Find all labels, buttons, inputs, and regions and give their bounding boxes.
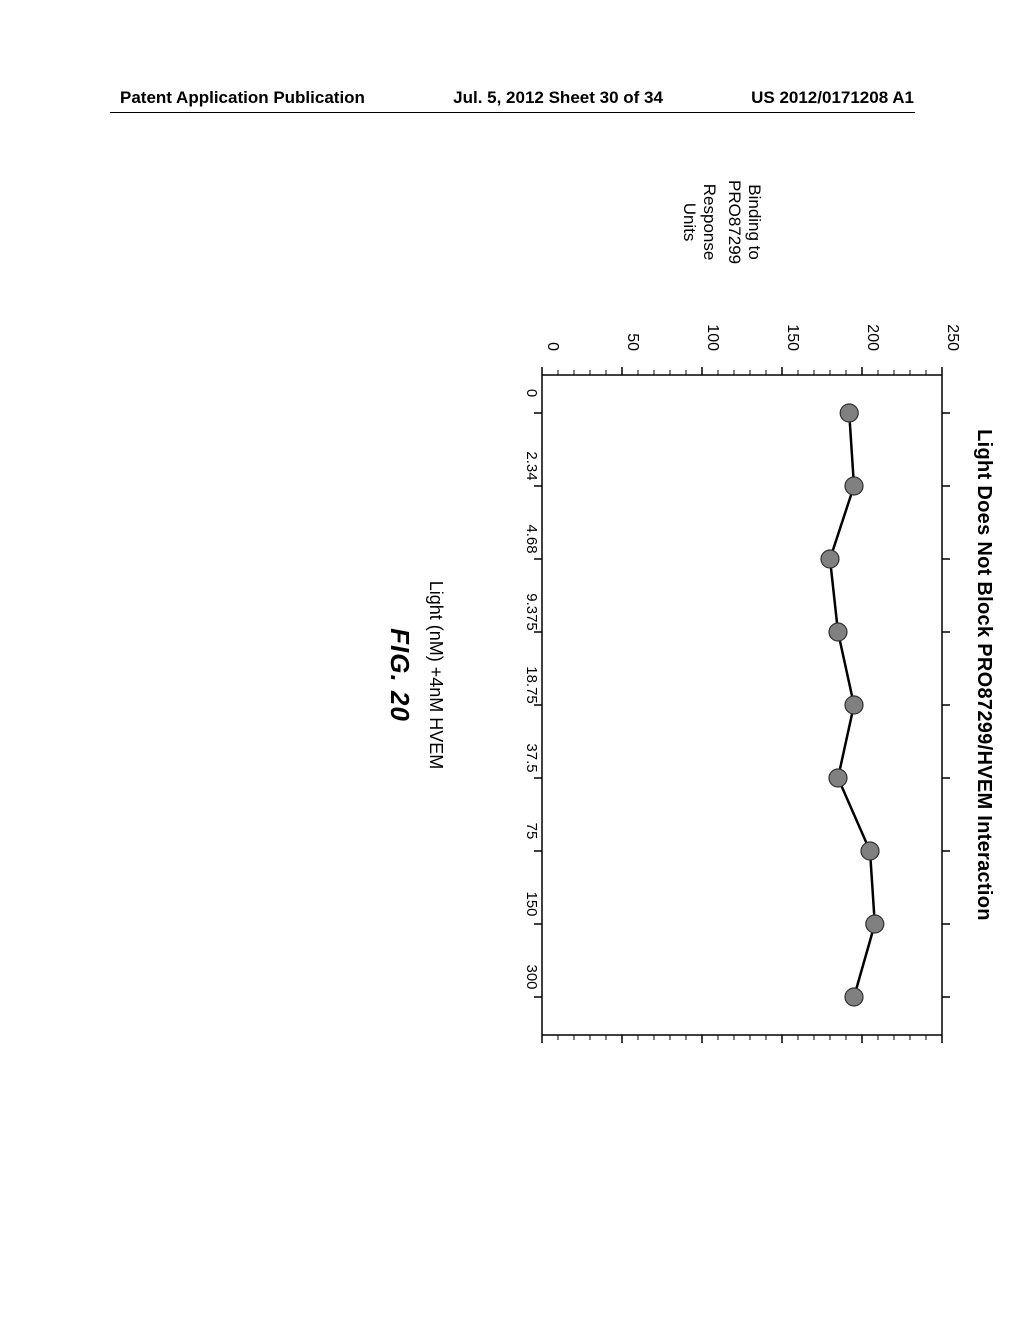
chart-area: Binding to PRO87299 Response Units 05010… <box>492 295 952 1055</box>
y-tick-label: 50 <box>623 313 641 351</box>
figure-container: Light Does Not Block PRO87299/HVEM Inter… <box>5 295 995 1055</box>
x-tick-label: 18.75 <box>523 666 540 704</box>
header-rule <box>110 112 915 113</box>
y-label-line2: PRO87299 <box>725 180 745 264</box>
figure-label: FIG. 20 <box>384 295 415 1055</box>
header-center: Jul. 5, 2012 Sheet 30 of 34 <box>453 88 663 108</box>
y-label-line3: Response <box>699 180 719 264</box>
y-tick-label: 100 <box>703 313 721 351</box>
y-axis-label: Binding to PRO87299 Response Units <box>680 180 764 264</box>
x-tick-label: 37.5 <box>523 743 540 772</box>
x-tick-label: 4.68 <box>523 524 540 553</box>
y-tick-label: 150 <box>783 313 801 351</box>
x-tick-label: 300 <box>523 964 540 989</box>
header-right: US 2012/0171208 A1 <box>751 88 914 108</box>
x-tick-label: 0 <box>523 389 540 397</box>
x-ticks: 0 2.34 4.68 9.375 18.75 37.5 75 150 300 <box>520 355 540 1015</box>
chart-plot <box>532 355 952 1055</box>
y-label-line4: Units <box>680 180 700 264</box>
y-tick-label: 250 <box>943 313 961 351</box>
x-tick-label: 9.375 <box>523 593 540 631</box>
x-tick-label: 2.34 <box>523 451 540 480</box>
header-left: Patent Application Publication <box>120 88 365 108</box>
y-label-line1: Binding to <box>745 180 765 264</box>
y-tick-label: 0 <box>543 313 561 351</box>
x-axis-label: Light (nM) +4nM HVEM <box>425 295 446 1055</box>
y-tick-label: 200 <box>863 313 881 351</box>
page-header: Patent Application Publication Jul. 5, 2… <box>0 88 1024 108</box>
x-tick-label: 75 <box>523 823 540 840</box>
chart-title: Light Does Not Block PRO87299/HVEM Inter… <box>972 295 995 1055</box>
x-tick-label: 150 <box>523 891 540 916</box>
